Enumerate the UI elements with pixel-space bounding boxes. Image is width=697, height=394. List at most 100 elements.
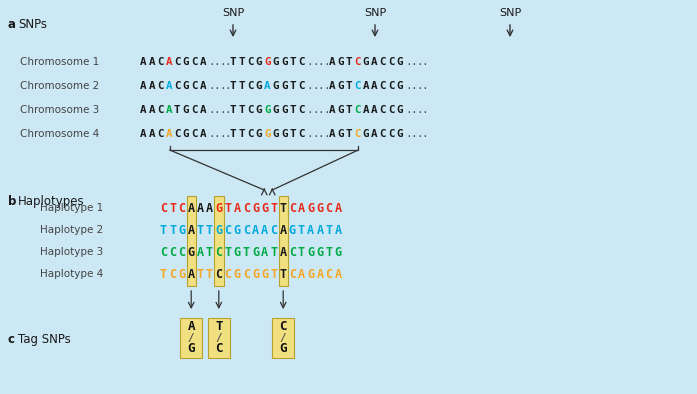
Text: T: T [346,129,352,139]
Text: C: C [298,105,305,115]
Text: G: G [252,245,259,258]
Text: C: C [178,245,185,258]
Text: A: A [197,201,204,214]
Text: G: G [233,245,240,258]
Text: C: C [247,81,254,91]
Text: G: G [307,245,314,258]
Text: C: C [157,81,164,91]
Text: C: C [215,245,222,258]
Text: C: C [224,268,231,281]
Text: A: A [335,223,342,236]
Text: G: G [256,105,262,115]
Text: .: . [219,129,226,139]
Text: .: . [208,105,215,115]
Text: A: A [371,105,378,115]
Text: T: T [224,245,231,258]
Bar [187,196,197,286]
Text: G: G [289,223,296,236]
Text: T: T [289,105,296,115]
Text: C: C [169,245,176,258]
Text: T: T [206,245,213,258]
Text: A: A [279,245,286,258]
Text: SNPs: SNPs [18,18,47,31]
Text: C: C [157,105,164,115]
Text: .: . [213,81,220,91]
Text: SNP: SNP [499,8,521,18]
Text: .: . [416,57,422,67]
Text: .: . [224,105,231,115]
Text: G: G [281,129,287,139]
Text: Chromosome 2: Chromosome 2 [20,81,99,91]
Text: C: C [379,81,386,91]
Text: A: A [298,268,305,281]
Text: Haplotypes: Haplotypes [18,195,84,208]
Text: .: . [213,57,220,67]
Text: G: G [279,342,287,355]
Text: Haplotype 2: Haplotype 2 [40,225,103,235]
Text: A: A [335,201,342,214]
Text: /: / [187,333,194,343]
Text: G: G [335,245,342,258]
Text: G: G [252,201,259,214]
Text: T: T [238,105,245,115]
Text: C: C [298,81,305,91]
Text: C: C [247,105,254,115]
Text: A: A [371,81,378,91]
Text: C: C [160,201,167,214]
Text: G: G [337,129,344,139]
Text: .: . [224,57,231,67]
Text: T: T [230,129,236,139]
Text: T: T [238,129,245,139]
Text: .: . [307,81,313,91]
Text: G: G [264,57,270,67]
Text: .: . [323,129,330,139]
Text: G: G [337,57,344,67]
Text: A: A [187,320,195,333]
Text: C: C [215,342,222,355]
Text: C: C [174,81,181,91]
Text: A: A [187,201,194,214]
Text: A: A [371,129,378,139]
Text: G: G [316,201,323,214]
Text: G: G [362,129,369,139]
Text: C: C [224,223,231,236]
Text: C: C [289,245,296,258]
Text: T: T [230,57,236,67]
Text: C: C [157,57,164,67]
Text: .: . [307,57,313,67]
Text: T: T [224,201,231,214]
Text: A: A [264,81,270,91]
Text: G: G [264,105,270,115]
Text: G: G [397,81,403,91]
Text: C: C [289,268,296,281]
Text: T: T [169,223,176,236]
Text: G: G [256,81,262,91]
Text: G: G [261,201,268,214]
Text: C: C [270,223,277,236]
Text: G: G [256,129,262,139]
Text: A: A [199,81,206,91]
Bar [208,318,230,358]
Text: A: A [140,105,146,115]
Text: C: C [388,129,395,139]
Text: T: T [230,105,236,115]
Text: .: . [312,57,319,67]
Text: .: . [323,105,330,115]
Text: C: C [243,268,250,281]
Text: .: . [422,129,428,139]
Text: a: a [8,18,16,31]
Text: .: . [219,105,226,115]
Text: T: T [174,105,181,115]
Text: C: C [379,129,386,139]
Text: A: A [148,57,155,67]
Text: c: c [8,333,15,346]
Text: .: . [422,81,428,91]
Text: C: C [191,57,197,67]
Text: .: . [323,57,330,67]
Text: C: C [243,201,250,214]
Text: C: C [247,129,254,139]
Text: C: C [325,201,332,214]
Text: .: . [318,81,324,91]
Text: T: T [215,320,222,333]
Text: G: G [183,81,189,91]
